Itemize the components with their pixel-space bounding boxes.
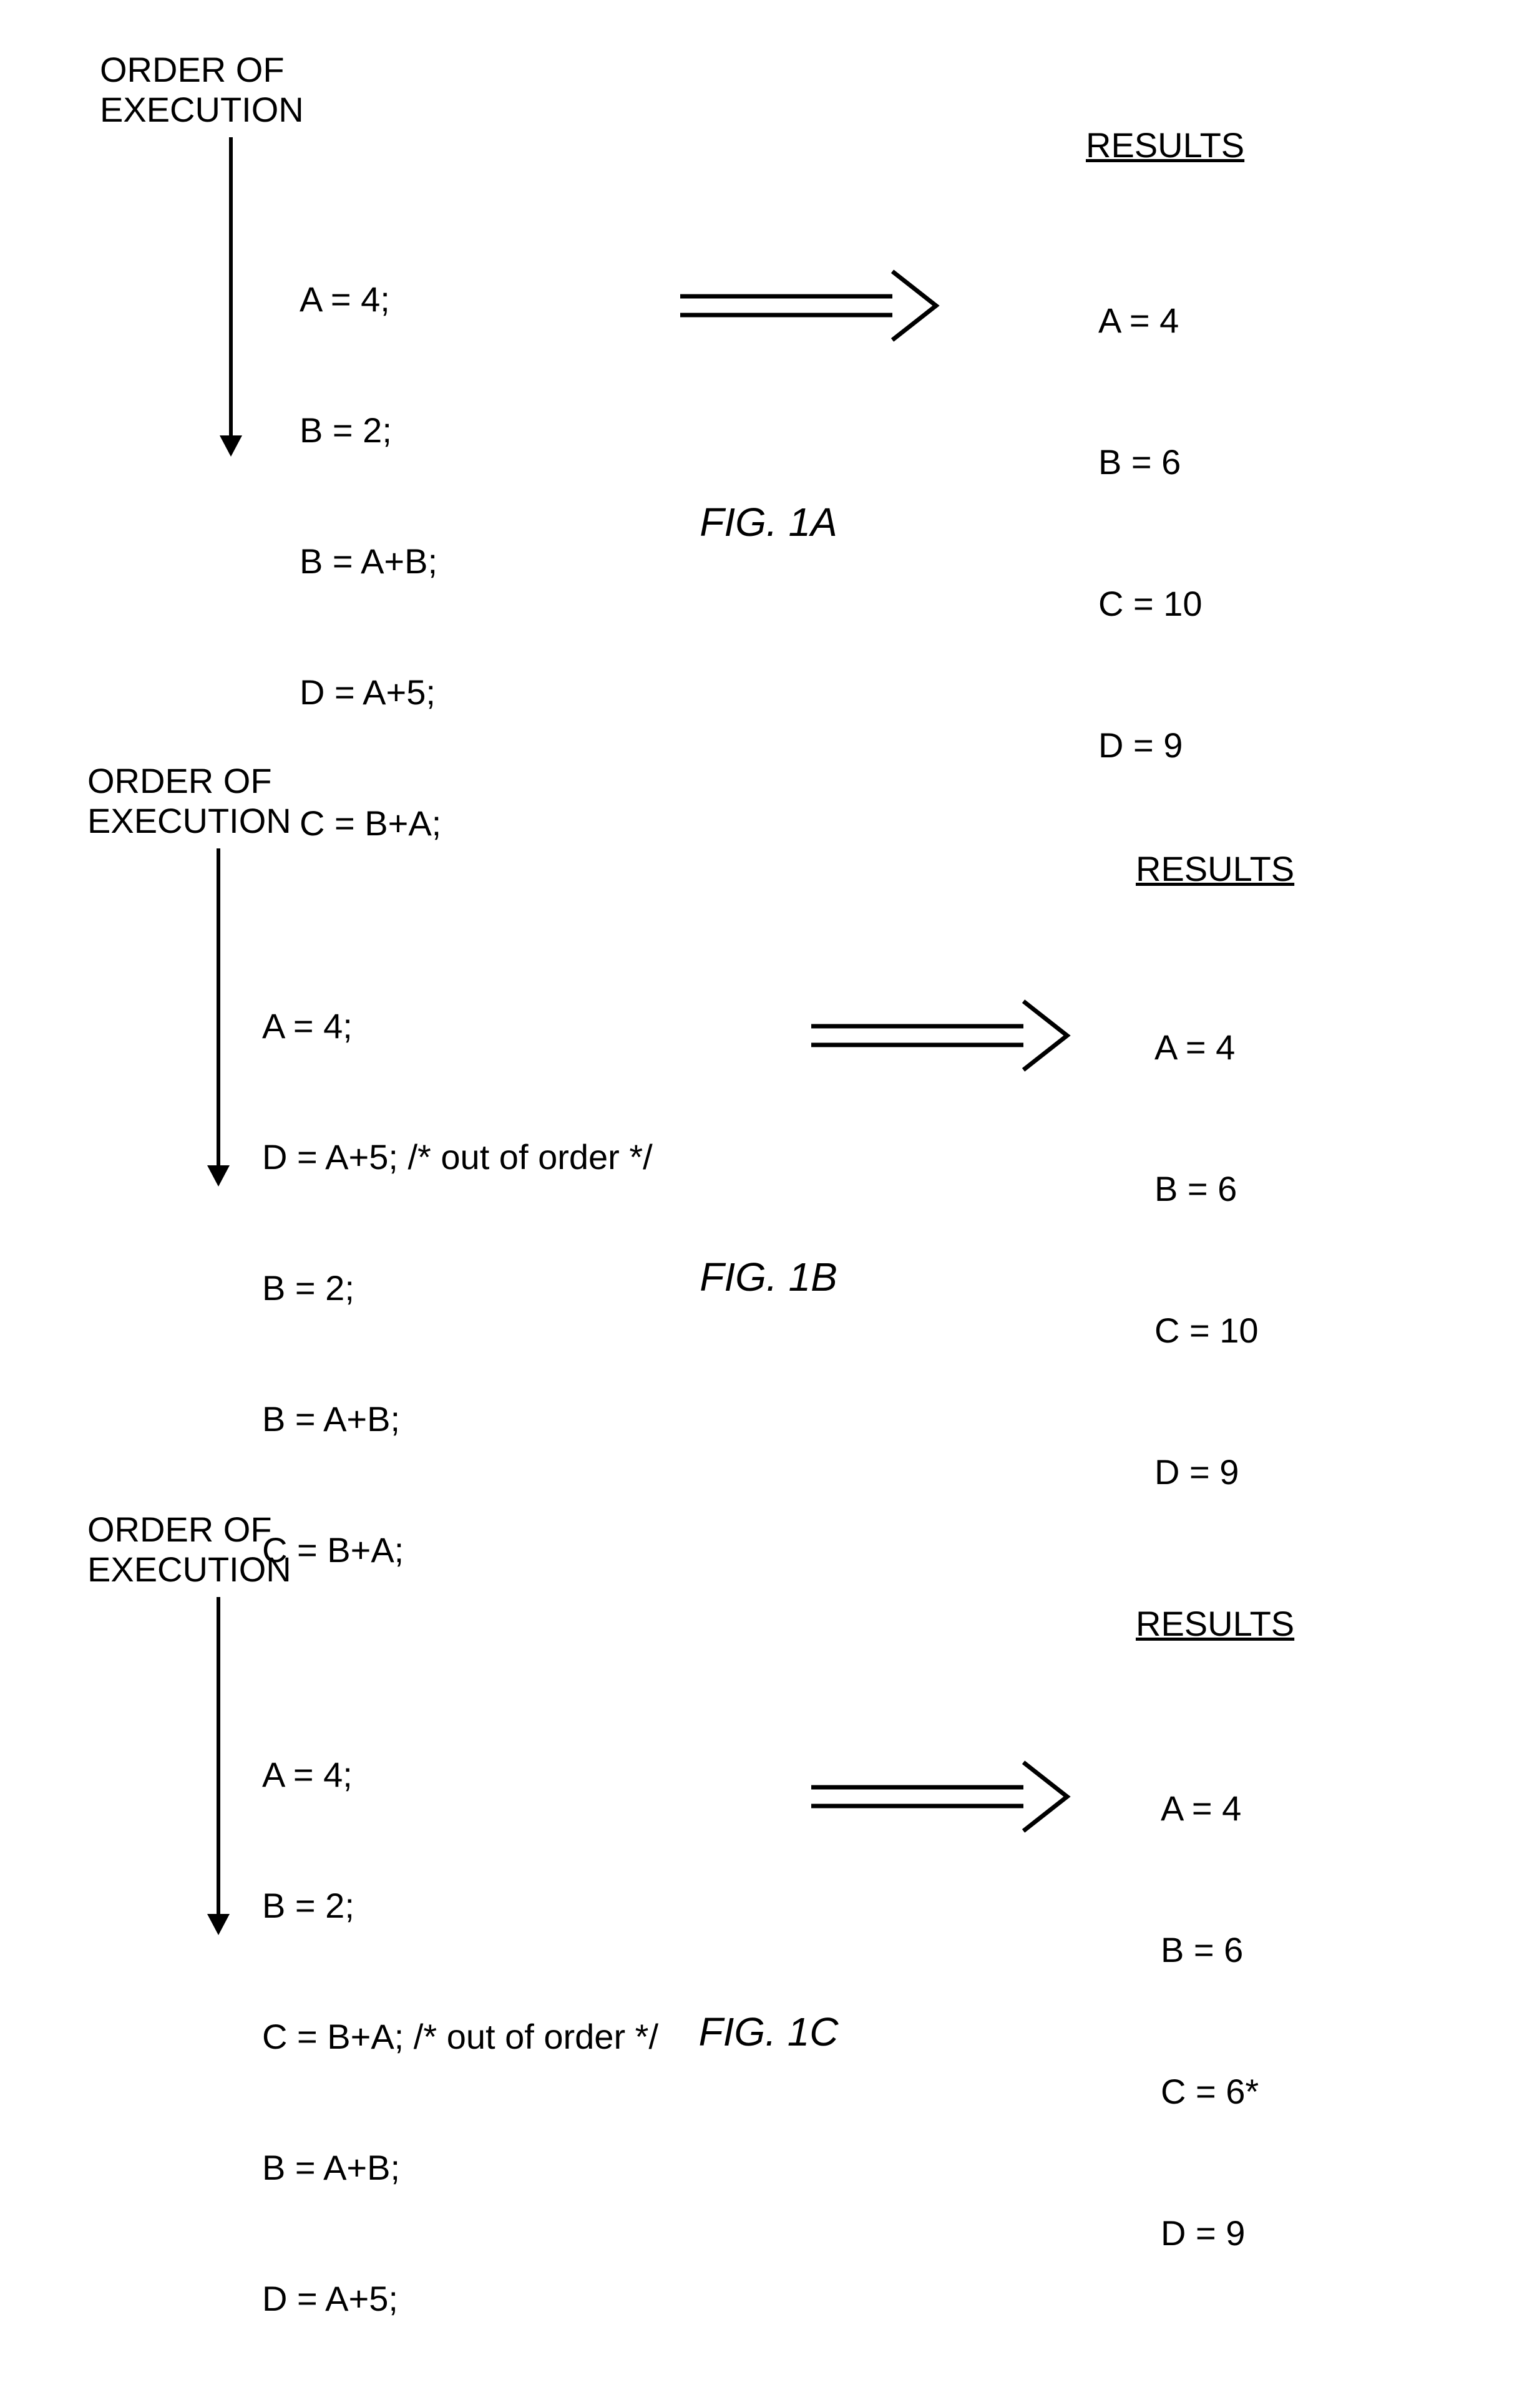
figure-1b: ORDER OFEXECUTION A = 4; D = A+5; /* out… (75, 761, 1462, 1397)
down-arrow-icon (206, 848, 231, 1185)
figure-1c: ORDER OFEXECUTION A = 4; B = 2; C = B+A;… (75, 1510, 1462, 2134)
right-arrow-icon (805, 992, 1080, 1079)
figure-caption: FIG. 1A (75, 499, 1462, 545)
code-line: A = 4; (262, 1004, 653, 1048)
right-arrow-icon (805, 1753, 1080, 1840)
result-line: B = 6 (1154, 1165, 1259, 1213)
result-line: C = 10 (1154, 1307, 1259, 1354)
result-line: B = 6 (1098, 439, 1203, 486)
code-line: D = A+5; (300, 671, 441, 714)
code-line: B = A+B; (262, 2146, 658, 2190)
code-line: A = 4; (262, 1753, 658, 1797)
results-heading: RESULTS (1136, 848, 1294, 889)
down-arrow-icon (218, 137, 243, 455)
figure-caption: FIG. 1B (75, 1254, 1462, 1300)
page: ORDER OFEXECUTION A = 4; B = 2; B = A+B;… (0, 0, 1537, 2233)
code-line: D = A+5; /* out of order */ (262, 1135, 653, 1179)
results-heading: RESULTS (1136, 1603, 1294, 1644)
order-of-execution-label: ORDER OFEXECUTION (87, 761, 291, 842)
figure-1a: ORDER OFEXECUTION A = 4; B = 2; B = A+B;… (75, 50, 1462, 649)
result-line: B = 6 (1161, 1926, 1259, 1974)
order-of-execution-label: ORDER OFEXECUTION (87, 1510, 291, 1590)
figure-caption: FIG. 1C (75, 2009, 1462, 2055)
code-line: B = 2; (300, 409, 441, 452)
down-arrow-icon (206, 1597, 231, 1934)
code-line: D = A+5; (262, 2277, 658, 2321)
order-of-execution-label: ORDER OFEXECUTION (100, 50, 304, 130)
result-line: D = 9 (1154, 1449, 1259, 1496)
code-line: A = 4; (300, 278, 441, 321)
result-line: D = 9 (1161, 2210, 1259, 2257)
result-line: A = 4 (1161, 1785, 1259, 1832)
result-line: C = 10 (1098, 580, 1203, 628)
code-line: B = A+B; (262, 1397, 653, 1441)
result-line: C = 6* (1161, 2068, 1259, 2115)
result-line: A = 4 (1098, 297, 1203, 344)
code-line: B = A+B; (300, 540, 441, 583)
right-arrow-icon (674, 262, 949, 349)
code-line: B = 2; (262, 1884, 658, 1928)
result-line: A = 4 (1154, 1024, 1259, 1071)
results-heading: RESULTS (1086, 125, 1244, 165)
